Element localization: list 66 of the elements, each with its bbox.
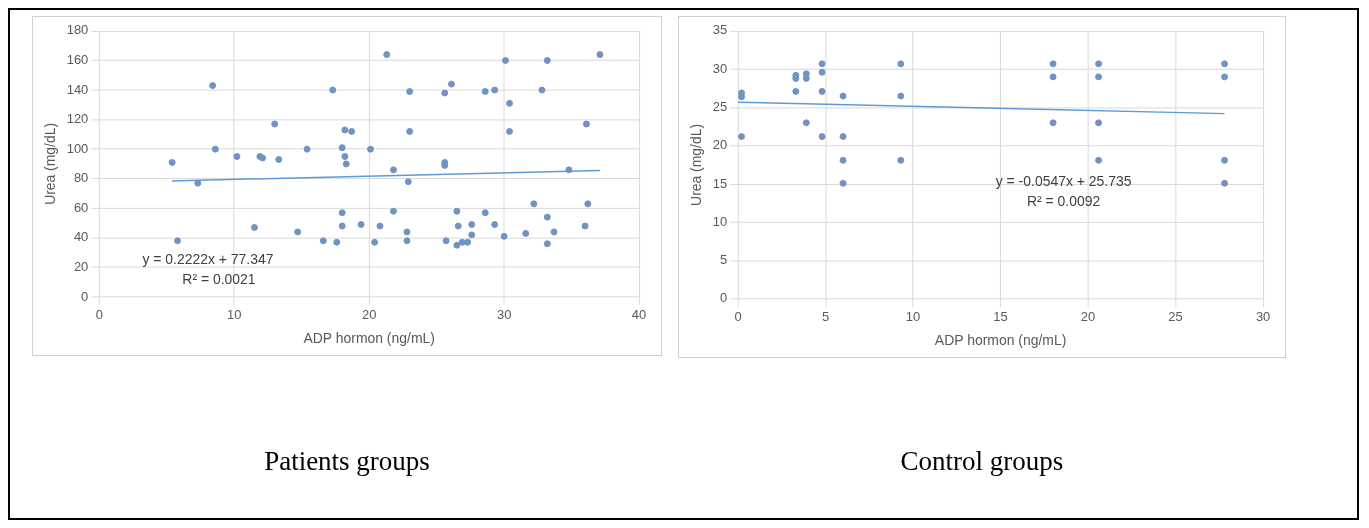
y-tick-label: 100 [66,140,89,156]
point [839,92,847,100]
point [1049,73,1057,81]
point [839,133,847,141]
point [1095,119,1103,127]
point [1049,119,1057,127]
x-tick-label: 10 [227,307,242,323]
y-tick-label: 20 [712,137,728,153]
y-tick-label: 35 [712,22,728,38]
y-tick-label: 20 [73,258,89,274]
point [897,156,905,164]
point [818,133,826,141]
x-tick-label: 20 [361,307,377,323]
point [1095,60,1103,68]
point [1221,156,1229,164]
point [1049,60,1057,68]
point [1221,73,1229,81]
point [1221,60,1229,68]
x-axis-title: ADP hormon (ng/mL) [934,331,1067,348]
x-axis-title: ADP hormon (ng/mL) [303,329,435,346]
y-tick-label: 40 [73,229,89,245]
y-tick-label: 25 [712,99,728,115]
point [1095,156,1103,164]
point [818,60,826,68]
x-tick-label: 5 [821,309,830,325]
x-tick-label: 40 [631,307,647,323]
y-axis-title: Urea (mg/dL) [688,123,705,206]
point [738,133,746,141]
y-tick-label: 120 [66,111,89,127]
x-tick-label: 30 [1255,309,1271,325]
point [818,87,826,95]
x-tick-label: 20 [1080,309,1096,325]
point [792,87,800,95]
annotation: R² = 0.0021 [182,271,256,288]
y-axis-title: Urea (mg/dL) [42,122,59,205]
point [897,60,905,68]
point [839,156,847,164]
y-tick-label: 60 [73,199,89,215]
y-tick-label: 30 [712,60,728,76]
point [1095,73,1103,81]
annotation: y = -0.0547x + 25.735 [995,172,1132,189]
point [897,92,905,100]
x-tick-label: 25 [1168,309,1183,325]
y-tick-label: 80 [73,170,89,186]
x-tick-label: 0 [734,309,742,325]
text: Patients groups [263,446,431,477]
x-tick-label: 10 [905,309,921,325]
x-tick-label: 30 [496,307,512,323]
y-tick-label: 15 [712,175,728,191]
point [1221,179,1229,187]
text: Control groups [899,446,1065,477]
y-tick-label: 180 [66,22,89,38]
x-tick-label: 15 [993,309,1008,325]
point [802,119,810,127]
y-tick-label: 5 [719,252,728,268]
point [839,179,847,187]
y-tick-label: 0 [719,290,728,306]
point [818,68,826,76]
x-tick-label: 0 [95,307,103,323]
y-tick-label: 0 [81,288,89,304]
y-tick-label: 140 [66,81,89,97]
annotation: y = 0.2222x + 77.347 [142,251,274,268]
y-tick-label: 160 [66,52,89,68]
y-tick-label: 10 [712,213,728,229]
annotation: R² = 0.0092 [1026,192,1101,209]
point [738,93,746,101]
